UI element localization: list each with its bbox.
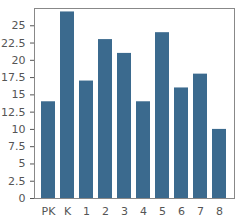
svg-text:7: 7 [197,205,204,218]
svg-text:15: 15 [12,88,26,101]
svg-text:10: 10 [12,123,26,136]
svg-text:5: 5 [19,157,26,170]
svg-text:3: 3 [121,205,128,218]
svg-text:2.5: 2.5 [8,175,26,188]
svg-text:4: 4 [140,205,147,218]
svg-text:6: 6 [178,205,185,218]
svg-text:22.5: 22.5 [1,37,26,50]
svg-text:8: 8 [216,205,223,218]
svg-text:1: 1 [83,205,90,218]
svg-text:20: 20 [12,54,26,67]
svg-text:17.5: 17.5 [1,71,26,84]
svg-text:25: 25 [12,19,26,32]
svg-text:PK: PK [42,205,57,218]
svg-text:12.5: 12.5 [1,106,26,119]
svg-text:K: K [64,205,72,218]
svg-text:0: 0 [19,192,26,205]
svg-text:5: 5 [159,205,166,218]
svg-text:7.5: 7.5 [8,140,26,153]
svg-text:2: 2 [102,205,109,218]
